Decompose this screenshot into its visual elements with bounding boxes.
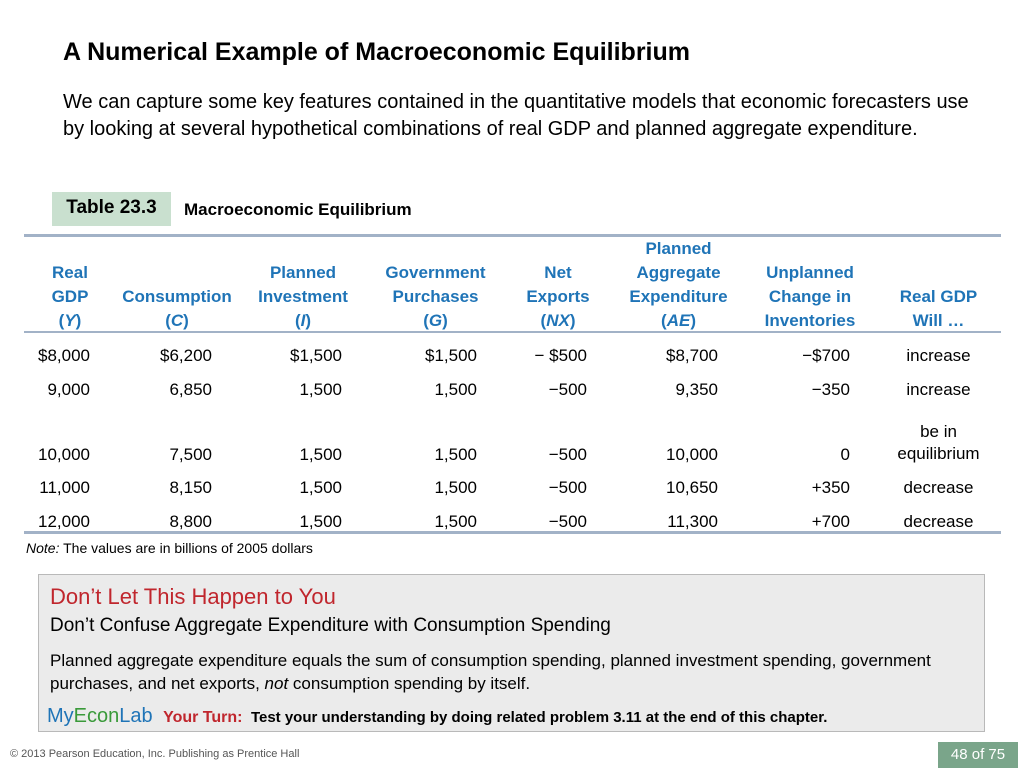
cell-aggregate-expenditure: 10,000 — [666, 445, 718, 464]
cell-government: 1,500 — [434, 512, 477, 531]
cell-aggregate-expenditure: 10,650 — [666, 478, 718, 497]
cell-gdp-will: decrease — [903, 512, 974, 531]
table-header-rule — [24, 331, 1001, 333]
cell-investment: 1,500 — [299, 445, 342, 464]
table-row: 9,000 6,850 1,500 1,500 −500 9,350 −350 … — [24, 373, 1001, 407]
table-row: 12,000 8,800 1,500 1,500 −500 11,300 +70… — [24, 505, 1001, 539]
cell-net-exports: − $500 — [534, 346, 587, 365]
callout-subheading: Don’t Confuse Aggregate Expenditure with… — [50, 615, 611, 636]
cell-inventory-change: +350 — [811, 478, 850, 497]
cell-consumption: $6,200 — [160, 346, 212, 365]
copyright-text: © 2013 Pearson Education, Inc. Publishin… — [10, 748, 300, 760]
cell-inventory-change: −$700 — [802, 346, 850, 365]
cell-gdp-will: be in equilibrium — [897, 422, 980, 463]
table-row: 11,000 8,150 1,500 1,500 −500 10,650 +35… — [24, 471, 1001, 505]
cell-investment: 1,500 — [299, 512, 342, 531]
cell-consumption: 7,500 — [169, 445, 212, 464]
cell-aggregate-expenditure: 9,350 — [675, 380, 718, 399]
table-bottom-rule — [24, 531, 1001, 534]
cell-gdp-will: increase — [906, 346, 971, 365]
table-note: Note: The values are in billions of 2005… — [26, 540, 313, 556]
equilibrium-table: Real GDP (Y) Consumption (C) Planned Investm… — [24, 237, 1001, 539]
cell-government: 1,500 — [434, 380, 477, 399]
your-turn-text: Test your understanding by doing related… — [250, 709, 828, 726]
header-planned-investment: Planned Investment (I) — [258, 263, 348, 330]
note-text: The values are in billions of 2005 dolla… — [63, 540, 313, 556]
cell-real-gdp: 11,000 — [39, 478, 90, 497]
callout-body: Planned aggregate expenditure equals the… — [50, 651, 931, 693]
your-turn-label: Your Turn: — [163, 709, 243, 726]
table-row: 10,000 7,500 1,500 1,500 −500 10,000 0 b… — [24, 407, 1001, 471]
table-label-badge: Table 23.3 — [52, 192, 171, 226]
cell-consumption: 8,800 — [169, 512, 212, 531]
header-net-exports: Net Exports (NX) — [526, 263, 590, 330]
cell-real-gdp: 9,000 — [47, 380, 90, 399]
cell-inventory-change: +700 — [811, 512, 850, 531]
slide-title: A Numerical Example of Macroeconomic Equ… — [63, 38, 691, 66]
cell-consumption: 8,150 — [169, 478, 212, 497]
page-indicator: 48 of 75 — [938, 742, 1018, 768]
cell-investment: $1,500 — [290, 346, 342, 365]
callout-box: Don’t Let This Happen to You Don’t Confu… — [38, 574, 985, 732]
cell-government: $1,500 — [425, 346, 477, 365]
note-label: Note: — [26, 540, 60, 556]
header-real-gdp: Real GDP (Y) — [51, 263, 89, 330]
table-header-row: Real GDP (Y) Consumption (C) Planned Investm… — [24, 237, 1001, 335]
cell-aggregate-expenditure: $8,700 — [666, 346, 718, 365]
cell-net-exports: −500 — [548, 478, 587, 497]
cell-investment: 1,500 — [299, 380, 342, 399]
cell-government: 1,500 — [434, 445, 477, 464]
header-real-gdp-will: Real GDP Will … — [899, 287, 978, 330]
intro-paragraph: We can capture some key features contain… — [63, 91, 969, 140]
cell-real-gdp: $8,000 — [38, 346, 90, 365]
cell-net-exports: −500 — [548, 512, 587, 531]
header-planned-aggregate-expenditure: Planned Aggregate Expenditure (AE) — [629, 239, 728, 330]
myeconlab-logo: MyEconLab — [47, 705, 153, 727]
cell-gdp-will: decrease — [903, 478, 974, 497]
cell-real-gdp: 10,000 — [38, 445, 90, 464]
table-top-rule — [24, 234, 1001, 237]
cell-net-exports: −500 — [548, 380, 587, 399]
cell-inventory-change: −350 — [811, 380, 850, 399]
cell-investment: 1,500 — [299, 478, 342, 497]
header-consumption: Consumption (C) — [122, 287, 232, 330]
cell-aggregate-expenditure: 11,300 — [667, 512, 718, 531]
cell-consumption: 6,850 — [169, 380, 212, 399]
cell-net-exports: −500 — [548, 445, 587, 464]
cell-real-gdp: 12,000 — [38, 512, 90, 531]
cell-inventory-change: 0 — [840, 445, 850, 464]
header-government-purchases: Government Purchases (G) — [385, 263, 486, 330]
callout-heading: Don’t Let This Happen to You — [50, 584, 336, 609]
table-caption: Macroeconomic Equilibrium — [184, 200, 412, 219]
cell-gdp-will: increase — [906, 380, 971, 399]
header-unplanned-inventory-change: Unplanned Change in Inventories — [764, 263, 856, 330]
table-row: $8,000 $6,200 $1,500 $1,500 − $500 $8,70… — [24, 335, 1001, 373]
callout-footer: MyEconLab Your Turn: Test your understan… — [47, 705, 827, 728]
cell-government: 1,500 — [434, 478, 477, 497]
